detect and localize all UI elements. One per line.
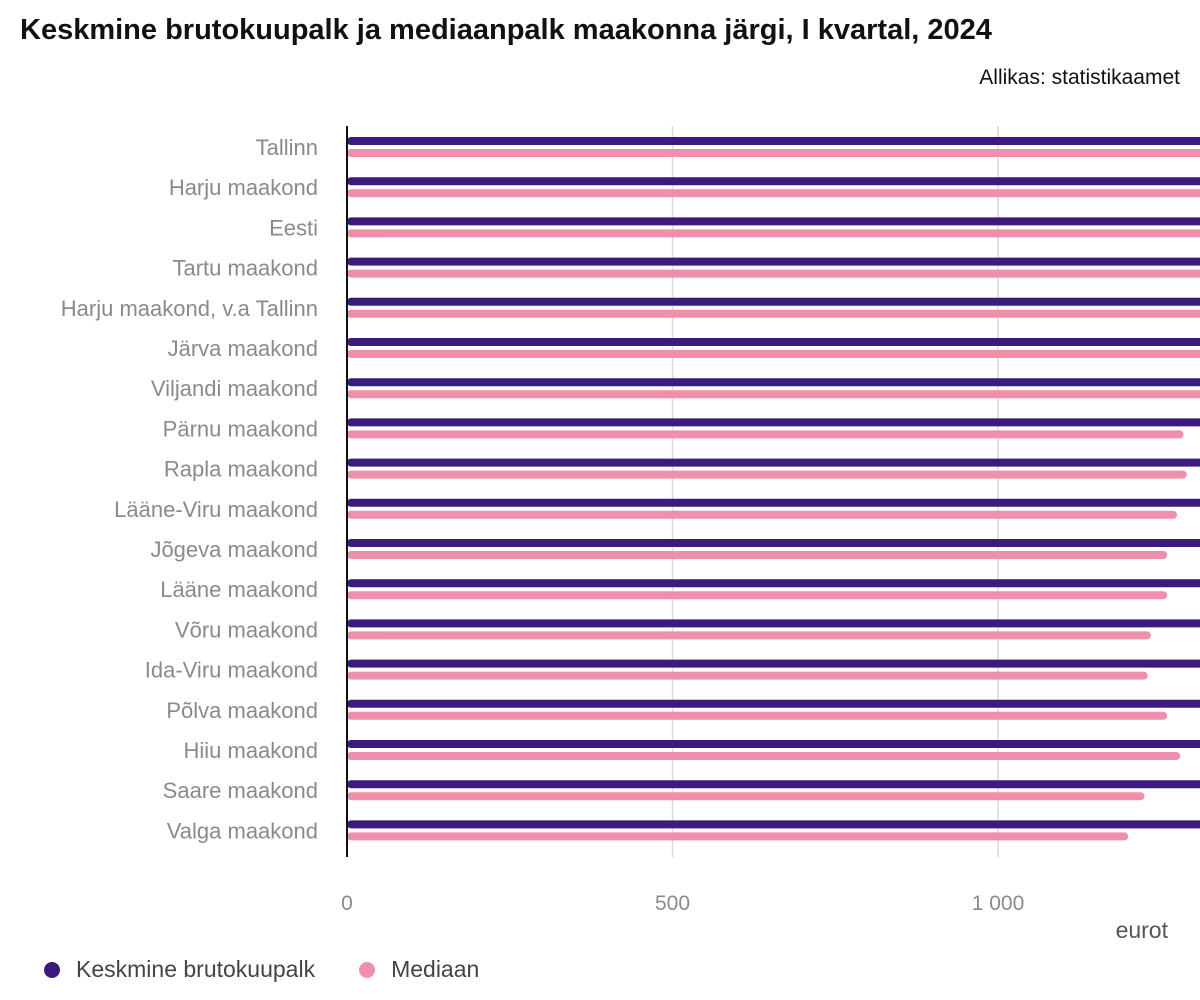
legend-dot-mean (44, 961, 60, 978)
category-label: Tartu maakond (172, 256, 318, 281)
bar-mean (347, 740, 1200, 748)
gridlines (671, 126, 999, 857)
category-labels: Tallinn Harju maakond Eesti Tartu maakond Ha… (61, 135, 318, 843)
bar-mean (347, 217, 1200, 226)
bar-median (347, 711, 1168, 720)
category-label: Pärnu maakond (163, 416, 318, 441)
bar-median (347, 189, 1200, 198)
category-label: Põlva maakond (166, 698, 318, 723)
bar-median (347, 470, 1187, 479)
bar-median (347, 269, 1200, 278)
bar-median (347, 752, 1181, 760)
bar-median (347, 430, 1184, 439)
bar-median (347, 631, 1151, 640)
category-label: Valga maakond (167, 818, 318, 843)
category-label: Ida-Viru maakond (145, 658, 318, 683)
bar-mean (347, 177, 1200, 186)
bar-median (347, 229, 1200, 238)
bar-median (347, 551, 1168, 559)
bar-mean (347, 619, 1200, 628)
x-tick-label: 1 000 (972, 892, 1025, 915)
bar-mean (347, 699, 1200, 708)
category-label: Viljandi maakond (151, 376, 318, 401)
category-label: Hiiu maakond (183, 738, 318, 763)
legend-item-median[interactable]: Mediaan (359, 956, 479, 983)
legend: Keskmine brutokuupalk Mediaan (44, 956, 479, 983)
legend-label-mean: Keskmine brutokuupalk (76, 956, 316, 982)
x-tick-label: 500 (655, 892, 690, 915)
bar-mean (347, 659, 1200, 668)
bar-median (347, 309, 1200, 318)
bars (347, 137, 1200, 841)
bar-mean (347, 257, 1200, 266)
bar-mean (347, 498, 1200, 507)
bar-mean (347, 338, 1200, 346)
bar-mean (347, 539, 1200, 547)
x-tick-label: 0 (341, 892, 353, 915)
bar-median (347, 671, 1148, 680)
bar-mean (347, 458, 1200, 467)
bar-median (347, 792, 1145, 801)
category-label: Harju maakond, v.a Tallinn (61, 296, 318, 321)
category-label: Tallinn (256, 135, 318, 160)
legend-label-median: Mediaan (391, 956, 480, 982)
chart-source: Allikas: statistikaamet (979, 66, 1180, 89)
category-label: Eesti (269, 215, 318, 240)
legend-dot-median (359, 961, 376, 978)
bar-mean (347, 820, 1200, 829)
bar-median (347, 390, 1200, 399)
category-label: Võru maakond (175, 617, 318, 642)
bar-median (347, 149, 1200, 157)
bar-mean (347, 137, 1200, 145)
category-label: Lääne-Viru maakond (114, 497, 318, 522)
legend-item-mean[interactable]: Keskmine brutokuupalk (44, 956, 315, 983)
bar-mean (347, 378, 1200, 387)
bar-mean (347, 780, 1200, 789)
bar-mean (347, 297, 1200, 306)
category-label: Rapla maakond (164, 457, 318, 482)
bar-median (347, 350, 1200, 358)
x-axis-title: eurot (1116, 917, 1169, 943)
bar-median (347, 510, 1178, 519)
bar-mean (347, 418, 1200, 427)
category-label: Jõgeva maakond (150, 537, 318, 562)
category-label: Harju maakond (169, 175, 318, 200)
category-label: Lääne maakond (160, 577, 318, 602)
bar-median (347, 832, 1129, 841)
bar-median (347, 591, 1168, 600)
category-label: Saare maakond (163, 778, 318, 803)
bar-mean (347, 579, 1200, 588)
chart-title: Keskmine brutokuupalk ja mediaanpalk maa… (20, 14, 992, 46)
category-label: Järva maakond (168, 336, 318, 361)
